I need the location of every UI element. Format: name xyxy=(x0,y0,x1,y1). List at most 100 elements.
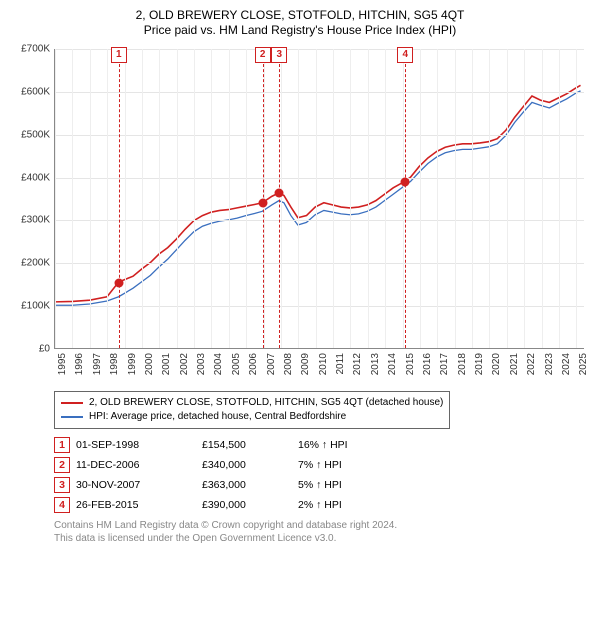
gridline-vertical xyxy=(576,49,577,348)
gridline-vertical xyxy=(368,49,369,348)
transaction-date: 01-SEP-1998 xyxy=(76,435,202,455)
gridline-vertical xyxy=(177,49,178,348)
transaction-marker-box: 1 xyxy=(111,47,127,63)
y-tick-label: £700K xyxy=(10,44,50,55)
line-svg xyxy=(55,49,584,348)
x-tick-label: 2014 xyxy=(387,353,398,375)
transaction-number-box: 3 xyxy=(54,477,70,493)
transaction-price: £340,000 xyxy=(202,455,298,475)
transaction-vline xyxy=(119,49,120,348)
table-row: 3 30-NOV-2007£363,0005% ↑ HPI xyxy=(54,475,364,495)
transaction-vline xyxy=(279,49,280,348)
gridline-vertical xyxy=(350,49,351,348)
gridline-vertical xyxy=(281,49,282,348)
transaction-date: 26-FEB-2015 xyxy=(76,495,202,515)
gridline-vertical xyxy=(316,49,317,348)
transaction-date: 30-NOV-2007 xyxy=(76,475,202,495)
gridline-vertical xyxy=(90,49,91,348)
table-row: 426-FEB-2015£390,0002% ↑ HPI xyxy=(54,495,364,515)
x-tick-label: 2002 xyxy=(179,353,190,375)
gridline-vertical xyxy=(559,49,560,348)
gridline-vertical xyxy=(542,49,543,348)
footer-line-2: This data is licensed under the Open Gov… xyxy=(54,533,336,544)
gridline-vertical xyxy=(333,49,334,348)
x-tick-label: 1999 xyxy=(127,353,138,375)
transaction-number-box: 2 xyxy=(54,457,70,473)
legend: 2, OLD BREWERY CLOSE, STOTFOLD, HITCHIN,… xyxy=(54,391,450,429)
legend-row: HPI: Average price, detached house, Cent… xyxy=(61,410,443,424)
gridline-horizontal xyxy=(55,306,584,307)
transaction-marker-dot xyxy=(114,278,123,287)
x-tick-label: 2001 xyxy=(161,353,172,375)
gridline-horizontal xyxy=(55,135,584,136)
gridline-vertical xyxy=(142,49,143,348)
series-line-hpi xyxy=(55,91,581,305)
transaction-marker-box: 3 xyxy=(271,47,287,63)
legend-swatch xyxy=(61,416,83,418)
chart-area: 1234 £0£100K£200K£300K£400K£500K£600K£70… xyxy=(10,41,590,391)
x-tick-label: 2021 xyxy=(509,353,520,375)
x-tick-label: 2013 xyxy=(370,353,381,375)
transaction-vline xyxy=(405,49,406,348)
transaction-price: £154,500 xyxy=(202,435,298,455)
page-title: 2, OLD BREWERY CLOSE, STOTFOLD, HITCHIN,… xyxy=(10,8,590,22)
x-tick-label: 2003 xyxy=(196,353,207,375)
gridline-horizontal xyxy=(55,178,584,179)
gridline-vertical xyxy=(159,49,160,348)
transaction-marker-dot xyxy=(258,199,267,208)
x-tick-label: 1996 xyxy=(74,353,85,375)
x-tick-label: 2025 xyxy=(578,353,589,375)
footer-line-1: Contains HM Land Registry data © Crown c… xyxy=(54,520,397,531)
transaction-marker-box: 4 xyxy=(397,47,413,63)
gridline-vertical xyxy=(55,49,56,348)
y-tick-label: £200K xyxy=(10,258,50,269)
y-tick-label: £300K xyxy=(10,215,50,226)
gridline-vertical xyxy=(125,49,126,348)
legend-row: 2, OLD BREWERY CLOSE, STOTFOLD, HITCHIN,… xyxy=(61,396,443,410)
transaction-number-box: 4 xyxy=(54,497,70,513)
gridline-vertical xyxy=(211,49,212,348)
y-tick-label: £0 xyxy=(10,344,50,355)
transaction-date: 11-DEC-2006 xyxy=(76,455,202,475)
gridline-vertical xyxy=(246,49,247,348)
gridline-vertical xyxy=(403,49,404,348)
gridline-vertical xyxy=(229,49,230,348)
transaction-number-box: 1 xyxy=(54,437,70,453)
gridline-vertical xyxy=(298,49,299,348)
x-tick-label: 1997 xyxy=(92,353,103,375)
gridline-horizontal xyxy=(55,49,584,50)
chart-container: 2, OLD BREWERY CLOSE, STOTFOLD, HITCHIN,… xyxy=(0,0,600,551)
transaction-marker-dot xyxy=(401,177,410,186)
gridline-horizontal xyxy=(55,92,584,93)
transaction-price: £390,000 xyxy=(202,495,298,515)
transaction-diff: 5% ↑ HPI xyxy=(298,475,364,495)
legend-label: HPI: Average price, detached house, Cent… xyxy=(89,410,346,424)
x-tick-label: 2005 xyxy=(231,353,242,375)
gridline-horizontal xyxy=(55,220,584,221)
gridline-vertical xyxy=(524,49,525,348)
x-tick-label: 2009 xyxy=(300,353,311,375)
y-tick-label: £500K xyxy=(10,129,50,140)
x-tick-label: 2011 xyxy=(335,353,346,375)
x-tick-label: 2015 xyxy=(405,353,416,375)
transaction-diff: 16% ↑ HPI xyxy=(298,435,364,455)
gridline-vertical xyxy=(194,49,195,348)
gridline-vertical xyxy=(385,49,386,348)
gridline-vertical xyxy=(472,49,473,348)
table-row: 1 01-SEP-1998£154,50016% ↑ HPI xyxy=(54,435,364,455)
page-subtitle: Price paid vs. HM Land Registry's House … xyxy=(10,23,590,37)
transaction-price: £363,000 xyxy=(202,475,298,495)
x-tick-label: 2023 xyxy=(544,353,555,375)
x-tick-label: 2000 xyxy=(144,353,155,375)
x-tick-label: 1998 xyxy=(109,353,120,375)
gridline-vertical xyxy=(489,49,490,348)
plot-region: 1234 xyxy=(54,49,584,349)
gridline-vertical xyxy=(437,49,438,348)
gridline-vertical xyxy=(72,49,73,348)
series-line-price_paid xyxy=(55,85,581,302)
gridline-vertical xyxy=(455,49,456,348)
x-tick-label: 2007 xyxy=(266,353,277,375)
x-tick-label: 2017 xyxy=(439,353,450,375)
x-tick-label: 2024 xyxy=(561,353,572,375)
transaction-marker-dot xyxy=(275,189,284,198)
